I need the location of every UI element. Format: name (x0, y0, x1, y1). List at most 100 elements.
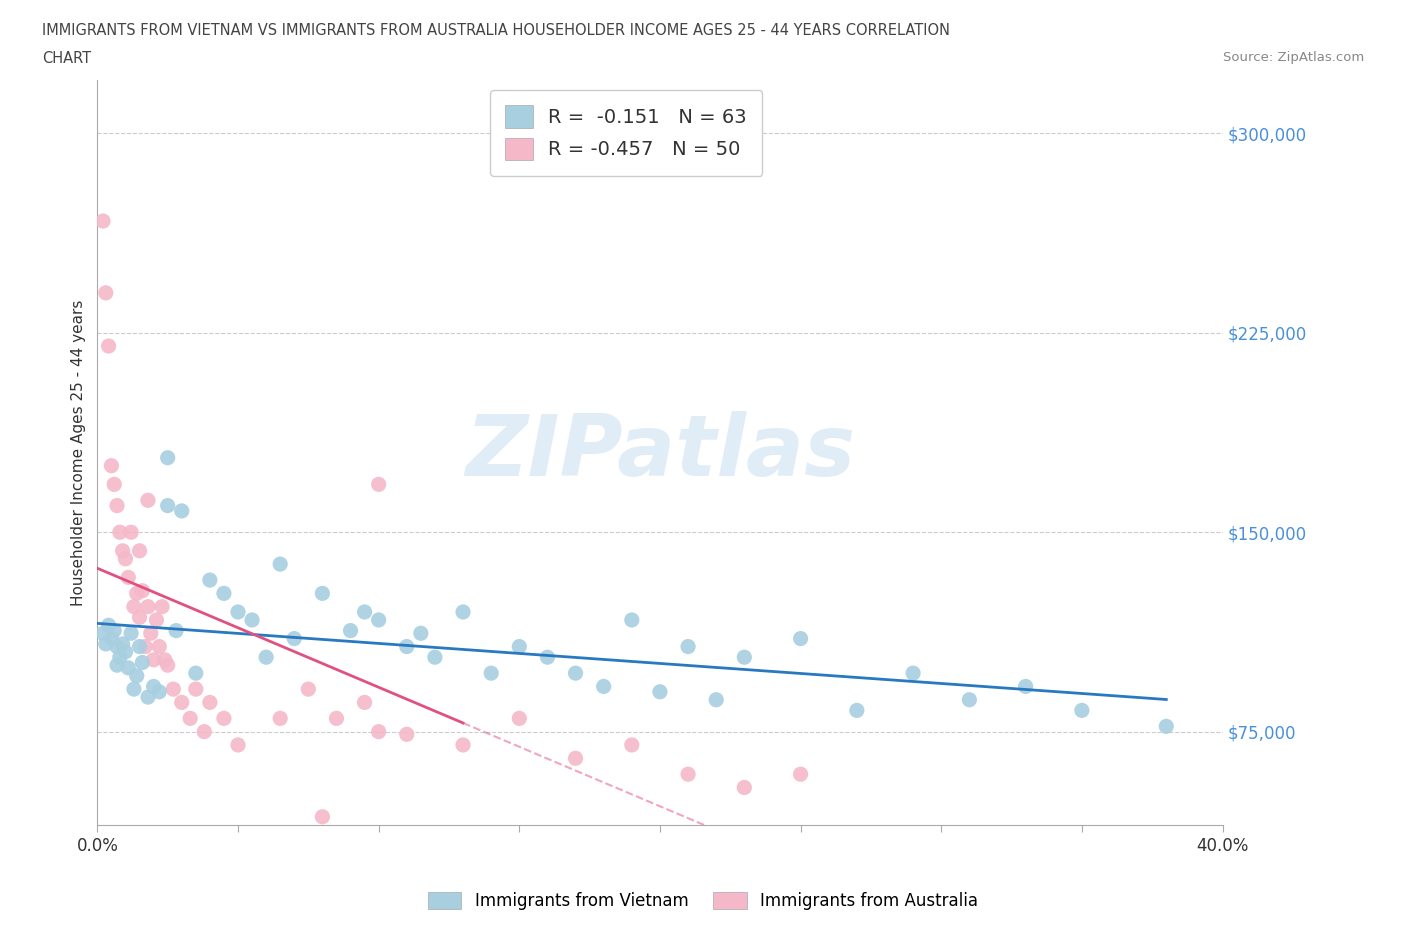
Point (845, 703, 868, 718)
Point (957, 692, 980, 707)
Point (339, 623, 361, 638)
Point (170, 503, 193, 518)
Legend: R =  -0.151   N = 63, R = -0.457   N = 50: R = -0.151 N = 63, R = -0.457 N = 50 (489, 90, 762, 176)
Point (117, 660, 139, 675)
Point (395, 639, 418, 654)
Point (409, 626, 432, 641)
Point (479, 666, 502, 681)
Point (311, 586, 333, 601)
Point (122, 599, 145, 614)
Point (620, 737, 643, 752)
Point (269, 557, 291, 572)
Point (103, 477, 125, 492)
Point (423, 650, 446, 665)
Point (676, 639, 699, 654)
Y-axis label: Householder Income Ages 25 - 44 years: Householder Income Ages 25 - 44 years (72, 299, 86, 605)
Point (789, 766, 811, 781)
Point (184, 682, 207, 697)
Point (193, 724, 215, 739)
Point (103, 623, 125, 638)
Point (367, 477, 389, 492)
Legend: Immigrants from Vietnam, Immigrants from Australia: Immigrants from Vietnam, Immigrants from… (422, 885, 984, 917)
Point (733, 780, 755, 795)
Point (100, 631, 122, 646)
Point (111, 543, 134, 558)
Point (125, 669, 148, 684)
Point (114, 551, 136, 566)
Point (508, 711, 530, 725)
Point (142, 653, 165, 668)
Text: IMMIGRANTS FROM VIETNAM VS IMMIGRANTS FROM AUSTRALIA HOUSEHOLDER INCOME AGES 25 : IMMIGRANTS FROM VIETNAM VS IMMIGRANTS FR… (42, 23, 950, 38)
Point (156, 498, 179, 513)
Point (620, 613, 643, 628)
Point (108, 650, 131, 665)
Point (134, 639, 156, 654)
Point (145, 613, 167, 628)
Text: Source: ZipAtlas.com: Source: ZipAtlas.com (1223, 51, 1364, 64)
Point (536, 650, 558, 665)
Point (198, 695, 221, 710)
Point (508, 639, 530, 654)
Point (156, 658, 179, 672)
Point (108, 525, 131, 539)
Point (451, 604, 474, 619)
Point (105, 658, 128, 672)
Point (311, 809, 333, 824)
Point (789, 631, 811, 646)
Point (114, 644, 136, 659)
Point (91, 626, 114, 641)
Point (240, 613, 263, 628)
Point (120, 525, 142, 539)
Point (122, 682, 145, 697)
Point (1154, 719, 1177, 734)
Point (94, 636, 117, 651)
Point (179, 711, 201, 725)
Point (136, 493, 159, 508)
Point (353, 604, 375, 619)
Point (325, 711, 347, 725)
Text: CHART: CHART (42, 51, 91, 66)
Text: ZIPatlas: ZIPatlas (465, 411, 855, 494)
Point (226, 737, 249, 752)
Point (142, 679, 165, 694)
Point (212, 711, 235, 725)
Point (162, 682, 184, 697)
Point (297, 682, 319, 697)
Point (367, 724, 389, 739)
Point (269, 711, 291, 725)
Point (165, 623, 187, 638)
Point (148, 684, 170, 699)
Point (125, 586, 148, 601)
Point (170, 695, 193, 710)
Point (131, 655, 153, 670)
Point (136, 599, 159, 614)
Point (105, 498, 128, 513)
Point (120, 626, 142, 641)
Point (592, 679, 614, 694)
Point (198, 573, 221, 588)
Point (128, 543, 150, 558)
Point (128, 639, 150, 654)
Point (117, 570, 139, 585)
Point (139, 626, 162, 641)
Point (901, 666, 924, 681)
Point (156, 450, 179, 465)
Point (212, 586, 235, 601)
Point (91, 214, 114, 229)
Point (676, 766, 699, 781)
Point (704, 692, 727, 707)
Point (367, 613, 389, 628)
Point (153, 653, 176, 668)
Point (97, 618, 120, 632)
Point (733, 650, 755, 665)
Point (451, 737, 474, 752)
Point (564, 666, 586, 681)
Point (105, 639, 128, 654)
Point (100, 458, 122, 473)
Point (283, 631, 305, 646)
Point (226, 604, 249, 619)
Point (1014, 679, 1036, 694)
Point (136, 690, 159, 705)
Point (254, 650, 277, 665)
Point (269, 825, 291, 840)
